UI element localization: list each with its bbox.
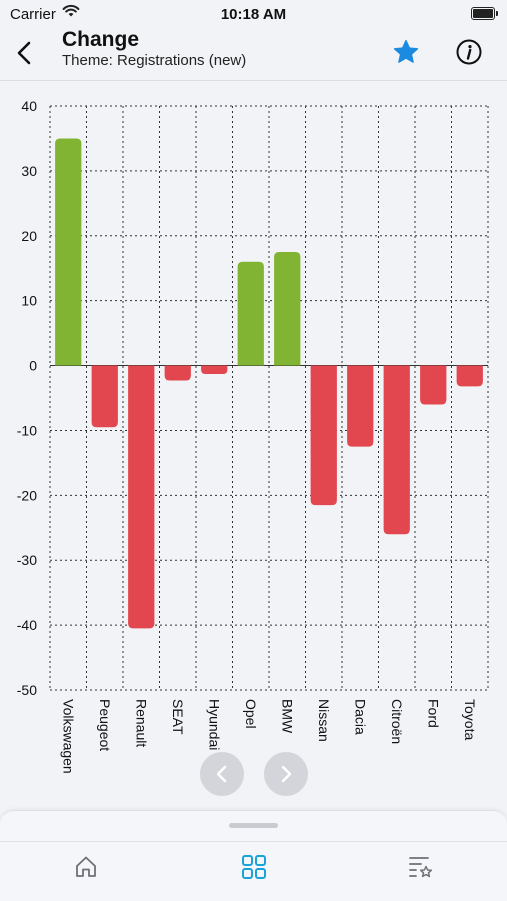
star-icon	[393, 39, 419, 63]
x-tick-label: Nissan	[316, 699, 332, 742]
tab-favorites[interactable]	[401, 849, 441, 885]
bar-peugeot	[91, 365, 118, 428]
chart-canvas: 40 30 20 10 0 -10 -20 -30 -40 -50 Volkswagen Peugeo…	[17, 98, 489, 774]
y-tick-label: 0	[29, 358, 37, 374]
chevron-left-icon	[216, 765, 227, 783]
x-tick-label: Toyota	[462, 699, 478, 740]
bar-bmw	[274, 252, 301, 366]
sheet-grabber[interactable]	[229, 823, 278, 828]
y-tick-label: -50	[17, 682, 37, 698]
status-bar: Carrier 10:18 AM	[0, 0, 507, 28]
back-button[interactable]	[10, 36, 40, 70]
wifi-icon	[62, 4, 80, 23]
info-icon	[456, 39, 482, 65]
x-tick-label: Ford	[425, 699, 441, 728]
status-time: 10:18 AM	[220, 6, 287, 23]
bar-nissan	[310, 365, 337, 506]
bar-toyota	[456, 365, 483, 387]
navigation-bar: Change Theme: Registrations (new)	[0, 28, 507, 81]
bar-citron	[383, 365, 410, 535]
change-bar-chart: 40 30 20 10 0 -10 -20 -30 -40 -50 Volkswagen Peugeo…	[0, 82, 507, 802]
bar-volkswagen	[55, 138, 82, 366]
bar-ford	[420, 365, 447, 405]
starred-list-icon	[409, 857, 433, 878]
x-tick-label: BMW	[279, 699, 295, 734]
bar-seat	[164, 365, 191, 381]
grid-icon	[242, 855, 266, 879]
x-tick-label: Volkswagen	[60, 699, 76, 774]
x-tick-label: Opel	[243, 699, 259, 729]
y-tick-label: -30	[17, 552, 37, 568]
favorite-button[interactable]	[392, 38, 420, 66]
bar-opel	[237, 261, 264, 366]
x-tick-label: SEAT	[170, 699, 186, 735]
page-subtitle: Theme: Registrations (new)	[62, 52, 247, 69]
tab-grid[interactable]	[234, 849, 274, 885]
x-tick-label: Citroën	[389, 699, 405, 744]
y-tick-label: 10	[21, 293, 37, 309]
carrier-label: Carrier	[10, 6, 56, 23]
y-tick-label: -40	[17, 617, 37, 633]
info-button[interactable]	[456, 39, 482, 65]
previous-chart-button[interactable]	[200, 752, 244, 796]
bar-renault	[128, 365, 155, 629]
chevron-right-icon	[281, 765, 292, 783]
bar-hyundai	[201, 365, 228, 374]
chevron-left-icon	[17, 41, 31, 65]
tab-divider	[0, 841, 507, 842]
home-icon	[76, 856, 96, 877]
x-tick-label: Renault	[133, 699, 149, 747]
y-tick-label: 30	[21, 163, 37, 179]
page-title: Change	[62, 28, 140, 51]
battery-icon	[471, 7, 498, 20]
x-tick-label: Hyundai	[206, 699, 222, 750]
next-chart-button[interactable]	[264, 752, 308, 796]
y-tick-label: -20	[17, 487, 37, 503]
y-tick-label: 40	[21, 98, 37, 114]
tab-home[interactable]	[66, 849, 106, 885]
y-tick-label: -10	[17, 422, 37, 438]
bar-dacia	[347, 365, 374, 447]
bottom-tab-sheet	[0, 810, 507, 901]
y-tick-label: 20	[21, 228, 37, 244]
x-tick-label: Peugeot	[97, 699, 113, 751]
x-tick-label: Dacia	[352, 699, 368, 735]
